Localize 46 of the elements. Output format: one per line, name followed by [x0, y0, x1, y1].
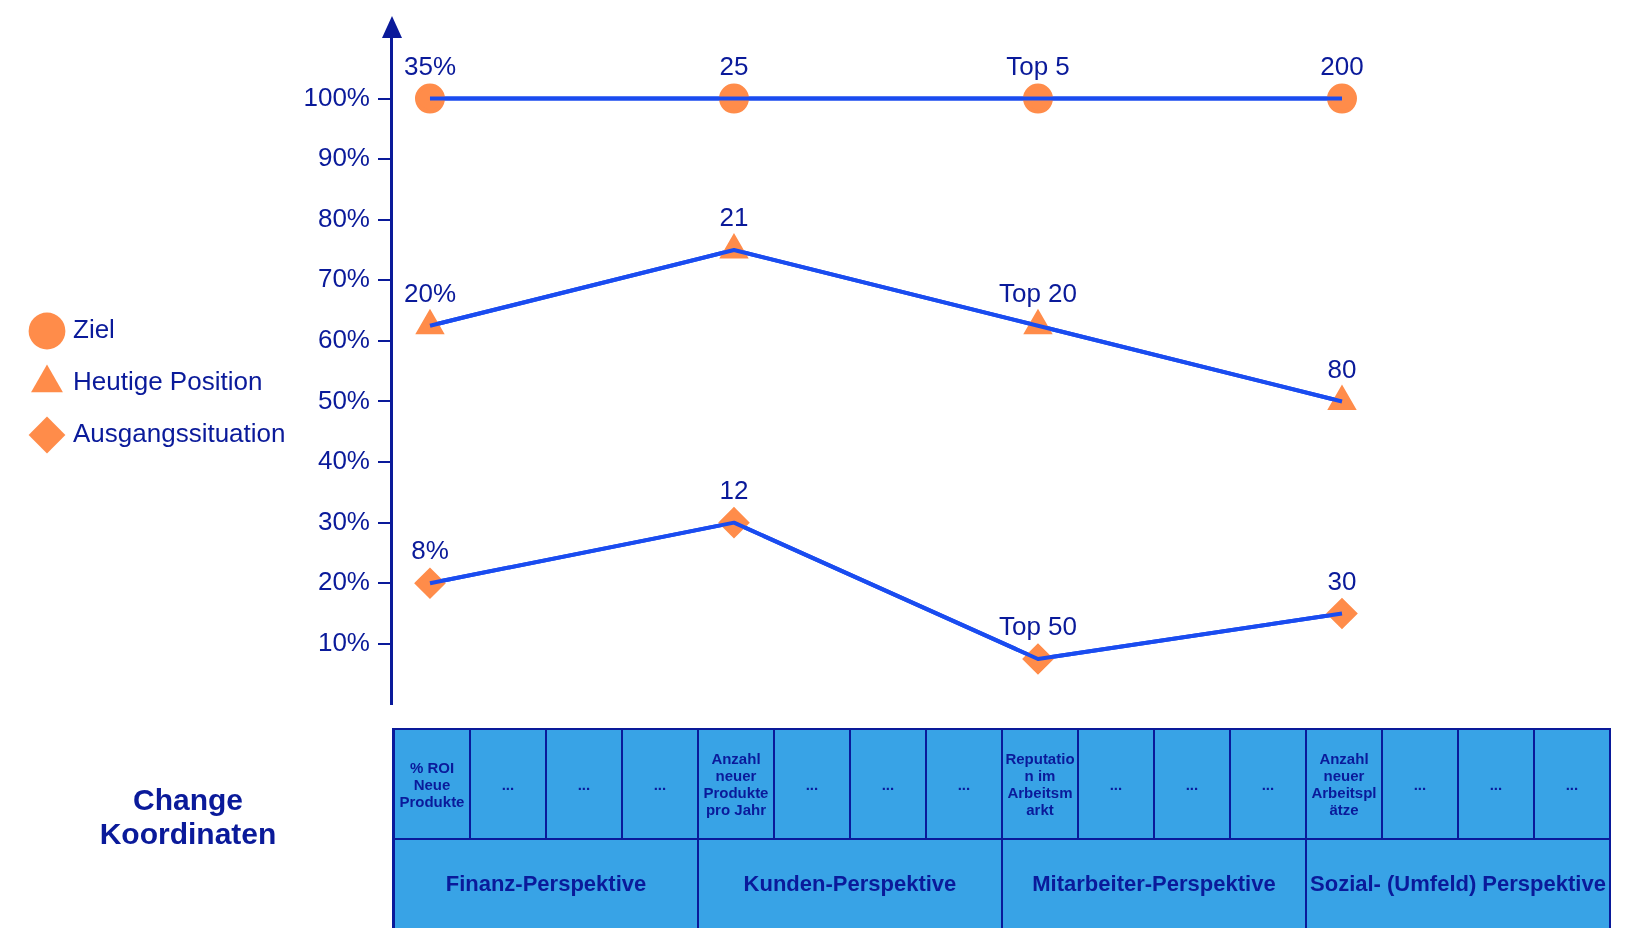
- annotation: 25: [719, 50, 749, 81]
- x-tick-label: ...: [653, 775, 667, 793]
- x-tick-label: Reputation im Arbeitsmarkt: [1004, 750, 1075, 818]
- annotation: 12: [719, 474, 749, 505]
- legend-label: Ausgangssituation: [73, 418, 286, 449]
- x-tick-label: ...: [501, 775, 515, 793]
- legend-label: Ziel: [73, 314, 115, 345]
- annotation: Top 50: [998, 611, 1078, 642]
- x-tick-label: ...: [577, 775, 591, 793]
- y-tick-label: 90%: [317, 142, 370, 173]
- y-tick-label: 20%: [317, 566, 370, 597]
- x-tick-label: ...: [1109, 775, 1123, 793]
- x-tick-label: Anzahl neuer Produkte pro Jahr: [702, 750, 770, 818]
- annotation: Top 20: [998, 277, 1078, 308]
- y-tick-label: 70%: [317, 263, 370, 294]
- text: Kunden-Perspektive: [743, 871, 957, 897]
- x-axis-title: Change Koordinaten: [98, 783, 278, 851]
- annotation: 20%: [403, 277, 456, 308]
- annotation: 35%: [403, 50, 456, 81]
- text: Finanz-Perspektive: [445, 871, 647, 897]
- legend-label: Heutige Position: [73, 366, 263, 397]
- x-tick-label: % ROI Neue Produkte: [398, 758, 466, 810]
- annotation: 21: [719, 202, 749, 233]
- annotation: 8%: [411, 535, 449, 566]
- x-tick-label: ...: [1413, 775, 1427, 793]
- y-tick-label: 50%: [317, 384, 370, 415]
- x-tick-label: ...: [881, 775, 895, 793]
- y-tick-label: 10%: [317, 626, 370, 657]
- annotation: 200: [1320, 50, 1364, 81]
- y-tick-label: 40%: [317, 445, 370, 476]
- annotation: 80: [1327, 353, 1357, 384]
- x-tick-label: ...: [805, 775, 819, 793]
- x-tick-label: ...: [1565, 775, 1579, 793]
- y-tick-label: 30%: [317, 505, 370, 536]
- y-tick-label: 80%: [317, 202, 370, 233]
- annotation: Top 5: [1006, 50, 1070, 81]
- annotation: 30: [1327, 565, 1357, 596]
- x-tick-label: ...: [957, 775, 971, 793]
- y-tick-label: 60%: [317, 324, 370, 355]
- text: Sozial- (Umfeld) Perspektive: [1310, 871, 1606, 897]
- text: Mitarbeiter-Perspektive: [1032, 871, 1276, 897]
- x-tick-label: ...: [1489, 775, 1503, 793]
- x-tick-label: ...: [1185, 775, 1199, 793]
- y-tick-label: 100%: [303, 81, 370, 112]
- x-tick-label: Anzahl neuer Arbeitsplätze: [1310, 750, 1378, 818]
- x-tick-label: ...: [1261, 775, 1275, 793]
